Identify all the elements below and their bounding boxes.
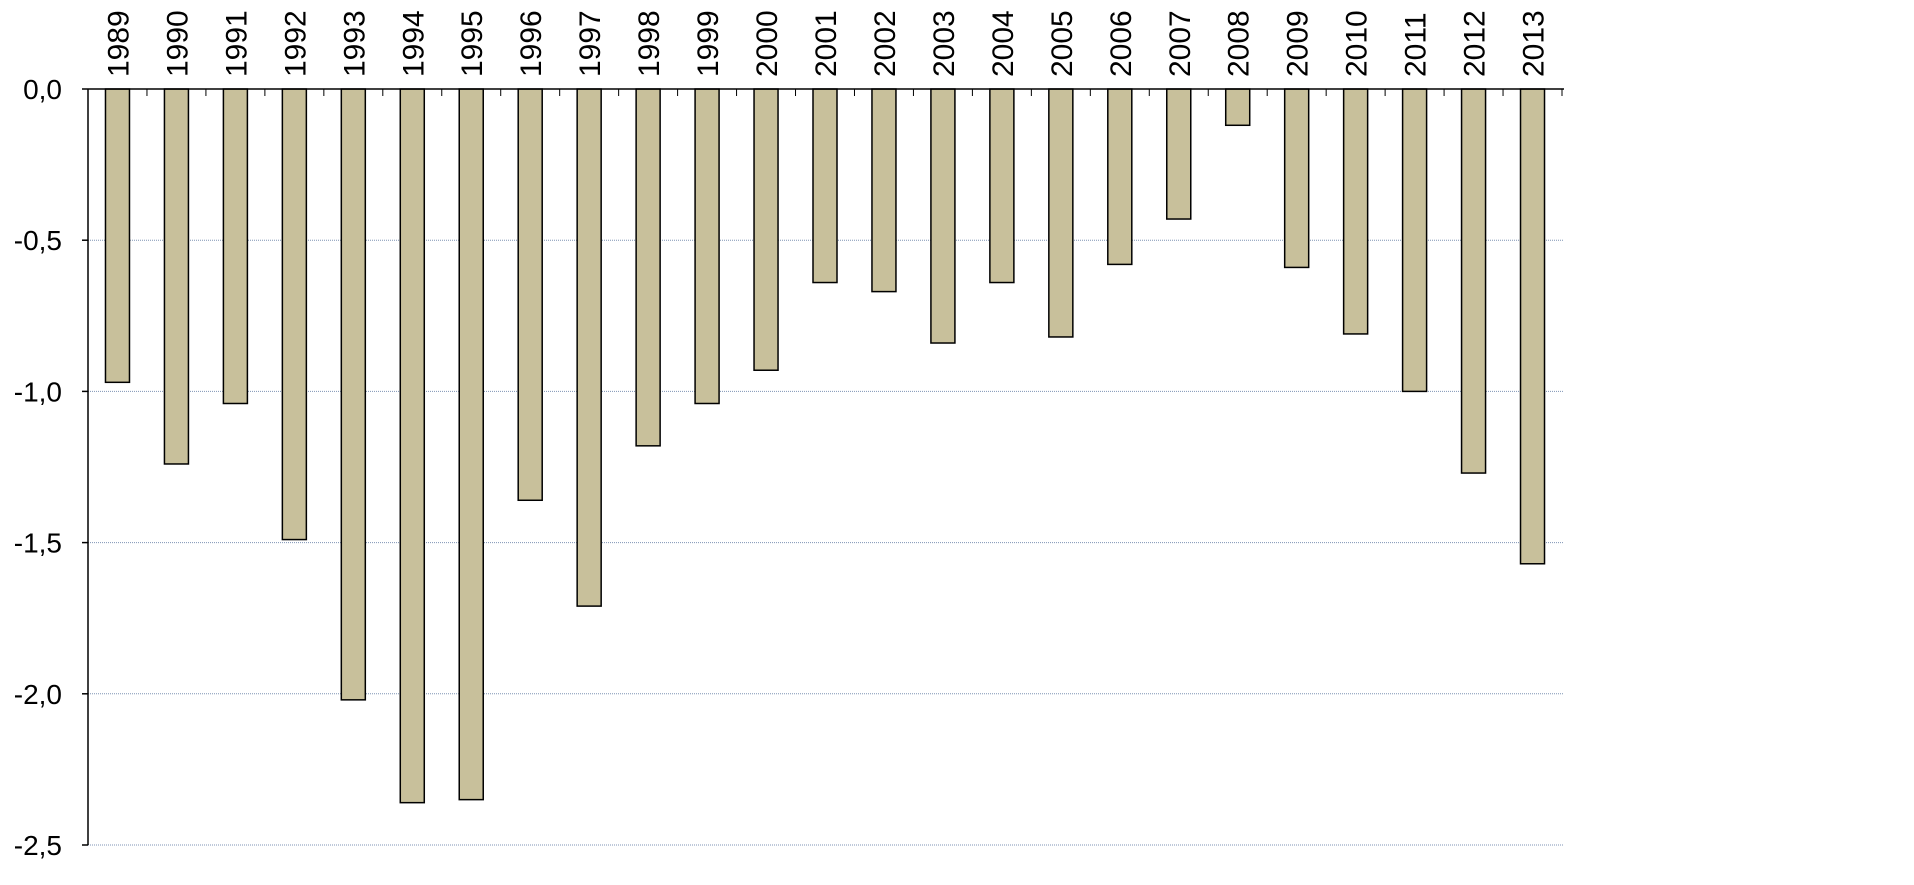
y-tick-label: 0,0 <box>23 74 62 105</box>
x-category-label: 1996 <box>515 10 548 77</box>
x-category-label: 2009 <box>1282 10 1315 77</box>
bar-2012 <box>1460 88 1487 474</box>
bar-1989 <box>104 88 131 384</box>
x-category-label: 1993 <box>338 10 371 77</box>
y-tick-label: -2,5 <box>14 830 62 861</box>
x-category-label: 1990 <box>161 10 194 77</box>
y-tick-label: -1,0 <box>14 376 62 407</box>
y-tick-label: -1,5 <box>14 528 62 559</box>
bar-2007 <box>1166 88 1192 220</box>
x-category-label: 2006 <box>1105 10 1138 77</box>
bar-1999 <box>694 88 720 405</box>
bar-1991 <box>222 88 249 405</box>
bar-1995 <box>458 88 484 801</box>
bar-2008 <box>1224 88 1251 127</box>
y-axis-ticks: 0,0 -0,5 -1,0 -1,5 -2,0 -2,5 <box>14 74 88 861</box>
axes <box>87 88 1564 845</box>
x-category-label: 2013 <box>1518 10 1551 77</box>
bar-2006 <box>1107 88 1133 266</box>
x-category-label: 2003 <box>928 10 961 77</box>
bar-2011 <box>1401 88 1428 393</box>
bar-2003 <box>930 88 956 344</box>
x-category-label: 2001 <box>810 10 843 77</box>
bar-1996 <box>517 88 543 502</box>
x-category-label: 1999 <box>692 10 725 77</box>
x-category-label: 2005 <box>1046 10 1079 77</box>
grid-lines <box>88 239 1564 846</box>
x-category-label: 2012 <box>1459 10 1492 77</box>
x-category-label: 1994 <box>397 10 430 77</box>
x-category-label: 1998 <box>633 10 666 77</box>
bars <box>104 88 1546 804</box>
bar-2002 <box>871 88 897 293</box>
x-category-label: 2000 <box>751 10 784 77</box>
bar-1994 <box>399 88 426 804</box>
bar-1998 <box>635 88 661 447</box>
bar-2005 <box>1048 88 1074 338</box>
x-category-label: 2004 <box>987 10 1020 77</box>
x-category-label: 2011 <box>1400 12 1433 77</box>
bar-1990 <box>163 88 190 465</box>
bar-1997 <box>576 88 602 607</box>
bar-2001 <box>812 88 838 284</box>
x-category-label: 2010 <box>1341 10 1374 77</box>
x-category-label: 1989 <box>102 10 135 77</box>
x-category-label: 2002 <box>869 10 902 77</box>
y-tick-label: -0,5 <box>14 225 62 256</box>
bar-2013 <box>1519 88 1546 565</box>
x-category-label: 2008 <box>1223 10 1256 77</box>
bar-1992 <box>281 88 308 541</box>
x-axis-category-labels: 1989 1990 1991 1992 1993 1994 1995 1996 1997 1998… <box>102 10 1550 77</box>
bar-2000 <box>753 88 779 371</box>
y-tick-label: -2,0 <box>14 679 62 710</box>
x-category-label: 1991 <box>220 10 253 77</box>
x-category-label: 1997 <box>574 10 607 77</box>
bar-2009 <box>1283 88 1310 269</box>
bar-2004 <box>989 88 1015 284</box>
x-category-label: 1995 <box>456 10 489 77</box>
x-category-label: 1992 <box>279 10 312 77</box>
bar-1993 <box>340 88 367 701</box>
bar-2010 <box>1342 88 1369 335</box>
x-category-label: 2007 <box>1164 10 1197 77</box>
